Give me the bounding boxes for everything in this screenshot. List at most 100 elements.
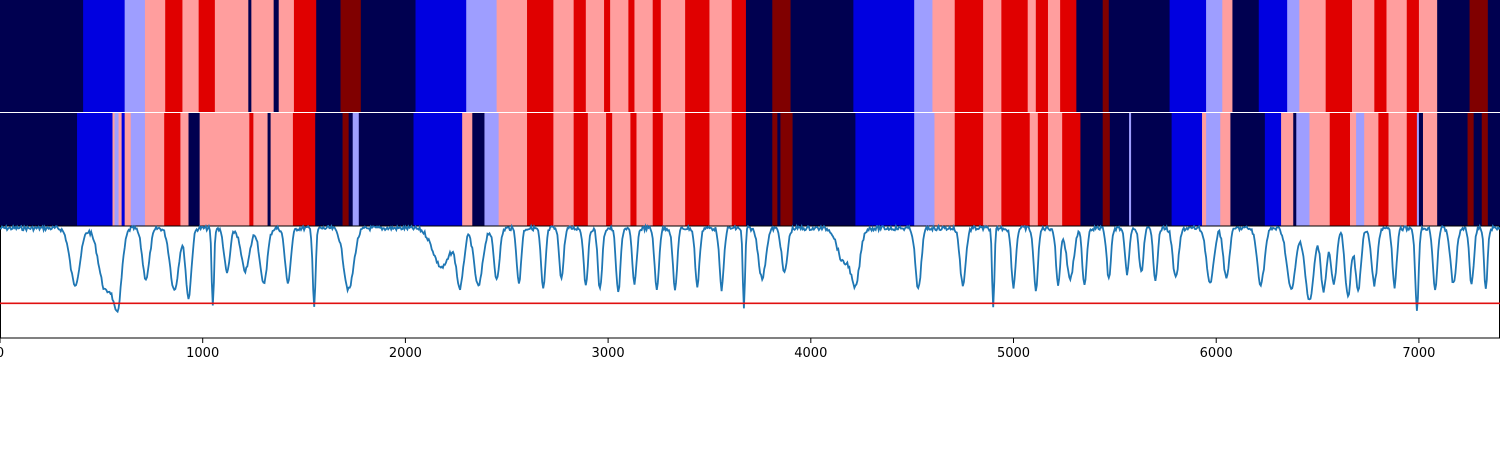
bottom-strip-segment	[1309, 113, 1331, 226]
bottom-strip-segment	[1109, 113, 1130, 226]
bottom-strip-segment	[144, 113, 165, 226]
x-axis: 0 1000 2000 3000 4000 5000 6000 7000	[0, 338, 1435, 361]
bottom-strip-segment	[1296, 113, 1310, 226]
top-strip-segment	[685, 0, 710, 112]
top-strip-segment	[1222, 0, 1233, 112]
x-tick-label: 1000	[186, 346, 219, 361]
bottom-strip-segment	[606, 113, 613, 226]
bottom-strip-segment	[188, 113, 201, 226]
bottom-strip-segment	[476, 113, 485, 226]
top-strip-segment	[316, 0, 341, 112]
top-strip-segment	[496, 0, 528, 112]
top-strip-segment	[1374, 0, 1387, 112]
top-strip-segment	[198, 0, 216, 112]
top-strip-segment	[0, 0, 84, 112]
bottom-strip-segment	[1388, 113, 1408, 226]
bottom-strip-segment	[855, 113, 915, 226]
bottom-strip-segment	[0, 113, 78, 226]
bottom-strip-segment	[772, 113, 778, 226]
top-strip-segment	[1047, 0, 1061, 112]
bottom-strip-segment	[1356, 113, 1365, 226]
bottom-strip-segment	[662, 113, 686, 226]
bottom-strip-segment	[934, 113, 956, 226]
top-strip-segment	[1001, 0, 1029, 112]
signal-panel-frame	[0, 225, 1500, 339]
top-strip-segment	[610, 0, 629, 112]
bottom-strip-segment	[636, 113, 654, 226]
top-strip-segment	[340, 0, 362, 112]
bottom-strip-segment	[77, 113, 113, 226]
top-strip-segment	[466, 0, 498, 112]
top-strip-segment	[954, 0, 984, 112]
bottom-strip-segment	[164, 113, 181, 226]
top-strip-segment	[573, 0, 587, 112]
top-strip-segment	[1060, 0, 1077, 112]
x-tick-label: 5000	[997, 346, 1030, 361]
bottom-strip-segment	[1378, 113, 1389, 226]
top-strip-segment	[415, 0, 467, 112]
top-strip-segment	[182, 0, 200, 112]
bottom-strip-segment	[792, 113, 856, 226]
x-tick-label: 6000	[1200, 346, 1233, 361]
top-strip-segment	[124, 0, 146, 112]
top-strip-segment	[983, 0, 1002, 112]
bottom-strip-segment	[1329, 113, 1351, 226]
bottom-strip-segment	[1129, 113, 1132, 226]
bottom-strip-segment	[1102, 113, 1111, 226]
top-strip-segment	[660, 0, 686, 112]
bottom-strip-segment	[358, 113, 414, 226]
x-tick-label: 0	[0, 346, 4, 361]
bottom-strip-segment	[1473, 113, 1483, 226]
top-strip-segment	[293, 0, 317, 112]
bottom-strip-segment	[731, 113, 747, 226]
bottom-strip-segment	[685, 113, 710, 226]
bottom-strip-segment	[292, 113, 316, 226]
bottom-strip-segment	[777, 113, 781, 226]
bottom-strip-segment	[270, 113, 294, 226]
bottom-strip-segment	[413, 113, 463, 226]
top-strip-segment	[83, 0, 126, 112]
bottom-strip-segment	[1416, 113, 1420, 226]
top-strip-segment	[932, 0, 956, 112]
bottom-strip-segment	[348, 113, 354, 226]
top-strip-segment	[1299, 0, 1327, 112]
top-strip-segment	[634, 0, 654, 112]
bottom-strip-segment	[1418, 113, 1424, 226]
bottom-strip-segment	[954, 113, 984, 226]
bottom-strip-segment	[267, 113, 272, 226]
bottom-strip-segment	[1487, 113, 1500, 226]
top-strip-segment	[585, 0, 605, 112]
bottom-strip-segment	[1230, 113, 1266, 226]
bottom-strip-segment	[1364, 113, 1379, 226]
bottom-strip-segment	[121, 113, 126, 226]
top-strip-segment	[628, 0, 635, 112]
bottom-strip-segment	[1220, 113, 1231, 226]
signal-line	[0, 223, 1500, 314]
bottom-strip-segment	[315, 113, 343, 226]
bottom-strip-segment	[652, 113, 664, 226]
bottom-strip-segment	[180, 113, 189, 226]
bottom-strip-segment	[1001, 113, 1031, 226]
strip-divider	[0, 112, 1500, 113]
bottom-strip-segment	[199, 113, 214, 226]
top-strip-segment	[604, 0, 611, 112]
x-tick-label: 3000	[592, 346, 625, 361]
bottom-strip-segment	[1202, 113, 1207, 226]
top-strip-segment	[1258, 0, 1288, 112]
top-strip-segment	[1352, 0, 1375, 112]
bottom-strip-segment	[573, 113, 589, 226]
state-strip-bottom	[0, 113, 1500, 226]
bottom-strip-segment	[1264, 113, 1282, 226]
bottom-strip-segment	[1062, 113, 1081, 226]
bottom-strip-segment	[212, 113, 250, 226]
bottom-strip-segment	[612, 113, 631, 226]
bottom-strip-segment	[1467, 113, 1475, 226]
top-strip-segment	[1108, 0, 1170, 112]
bottom-strip-segment	[1293, 113, 1297, 226]
top-strip-segment	[731, 0, 747, 112]
bottom-strip-segment	[983, 113, 1002, 226]
top-strip-segment	[553, 0, 575, 112]
bottom-strip-segment	[352, 113, 360, 226]
top-strip-segment	[745, 0, 773, 112]
top-strip-segment	[772, 0, 791, 112]
